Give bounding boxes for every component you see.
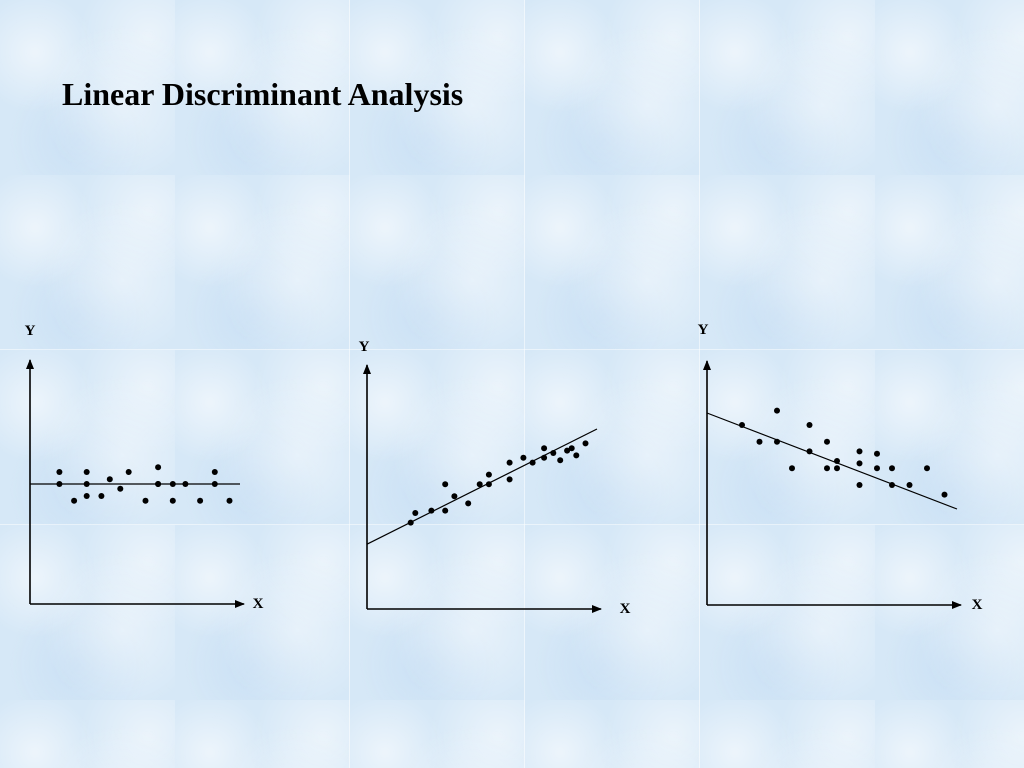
data-point bbox=[142, 497, 149, 504]
background-seam bbox=[349, 0, 350, 768]
data-point bbox=[98, 493, 105, 499]
x-axis-label: X bbox=[972, 597, 983, 613]
data-point bbox=[442, 481, 449, 488]
data-point bbox=[564, 447, 571, 454]
slide-title: Linear Discriminant Analysis bbox=[62, 76, 464, 112]
data-point bbox=[485, 481, 492, 488]
background-seam bbox=[0, 349, 1024, 350]
data-point bbox=[774, 438, 780, 445]
data-point bbox=[856, 448, 863, 455]
data-point bbox=[117, 485, 124, 492]
trend-line bbox=[706, 412, 958, 510]
data-point bbox=[806, 448, 813, 455]
data-point bbox=[856, 460, 863, 467]
background-seam bbox=[0, 524, 1024, 525]
data-point bbox=[582, 440, 589, 447]
data-point bbox=[529, 459, 536, 466]
data-point bbox=[197, 497, 204, 504]
data-point bbox=[71, 497, 78, 504]
data-point bbox=[568, 445, 575, 452]
data-point bbox=[182, 481, 189, 487]
data-point bbox=[56, 469, 63, 475]
data-point bbox=[834, 458, 840, 464]
y-axis-label: Y bbox=[25, 323, 36, 339]
data-point bbox=[226, 497, 233, 504]
data-point bbox=[83, 469, 90, 475]
data-point bbox=[169, 481, 176, 487]
data-point bbox=[806, 422, 813, 428]
x-axis-label: X bbox=[253, 596, 264, 612]
x-axis-label: X bbox=[620, 601, 631, 617]
data-point bbox=[756, 438, 763, 445]
data-point bbox=[412, 510, 419, 516]
background-seam bbox=[699, 0, 700, 768]
data-point bbox=[557, 457, 564, 464]
data-point bbox=[889, 482, 895, 488]
data-point bbox=[442, 507, 449, 514]
data-point bbox=[889, 465, 895, 472]
data-point bbox=[155, 481, 162, 487]
data-point bbox=[83, 493, 90, 499]
data-point bbox=[169, 497, 176, 504]
data-point bbox=[520, 454, 527, 461]
data-point bbox=[739, 422, 745, 428]
data-point bbox=[834, 465, 840, 472]
data-point bbox=[451, 493, 458, 500]
data-point bbox=[774, 407, 780, 414]
data-point bbox=[428, 507, 435, 514]
data-point bbox=[874, 465, 880, 472]
data-point bbox=[106, 476, 113, 483]
data-point bbox=[573, 452, 580, 459]
data-point bbox=[541, 454, 548, 461]
data-point bbox=[155, 464, 162, 471]
data-point bbox=[856, 482, 863, 488]
data-point bbox=[211, 481, 218, 487]
data-point bbox=[541, 445, 548, 452]
data-point bbox=[407, 519, 414, 526]
data-point bbox=[83, 481, 90, 487]
data-point bbox=[941, 491, 948, 498]
y-axis-label: Y bbox=[359, 339, 370, 355]
data-point bbox=[56, 481, 63, 487]
data-point bbox=[485, 471, 492, 478]
data-point bbox=[874, 450, 880, 457]
data-point bbox=[789, 465, 795, 472]
background-seam bbox=[524, 0, 525, 768]
data-point bbox=[125, 469, 132, 475]
data-point bbox=[824, 438, 830, 445]
data-point bbox=[506, 459, 513, 466]
data-point bbox=[211, 469, 218, 475]
y-axis-label: Y bbox=[698, 322, 709, 338]
data-point bbox=[924, 465, 930, 472]
data-point bbox=[824, 465, 830, 472]
data-point bbox=[506, 476, 513, 483]
data-point bbox=[906, 482, 913, 488]
data-point bbox=[465, 500, 472, 507]
data-point bbox=[476, 481, 483, 488]
data-point bbox=[550, 450, 557, 456]
trend-line bbox=[366, 428, 598, 545]
